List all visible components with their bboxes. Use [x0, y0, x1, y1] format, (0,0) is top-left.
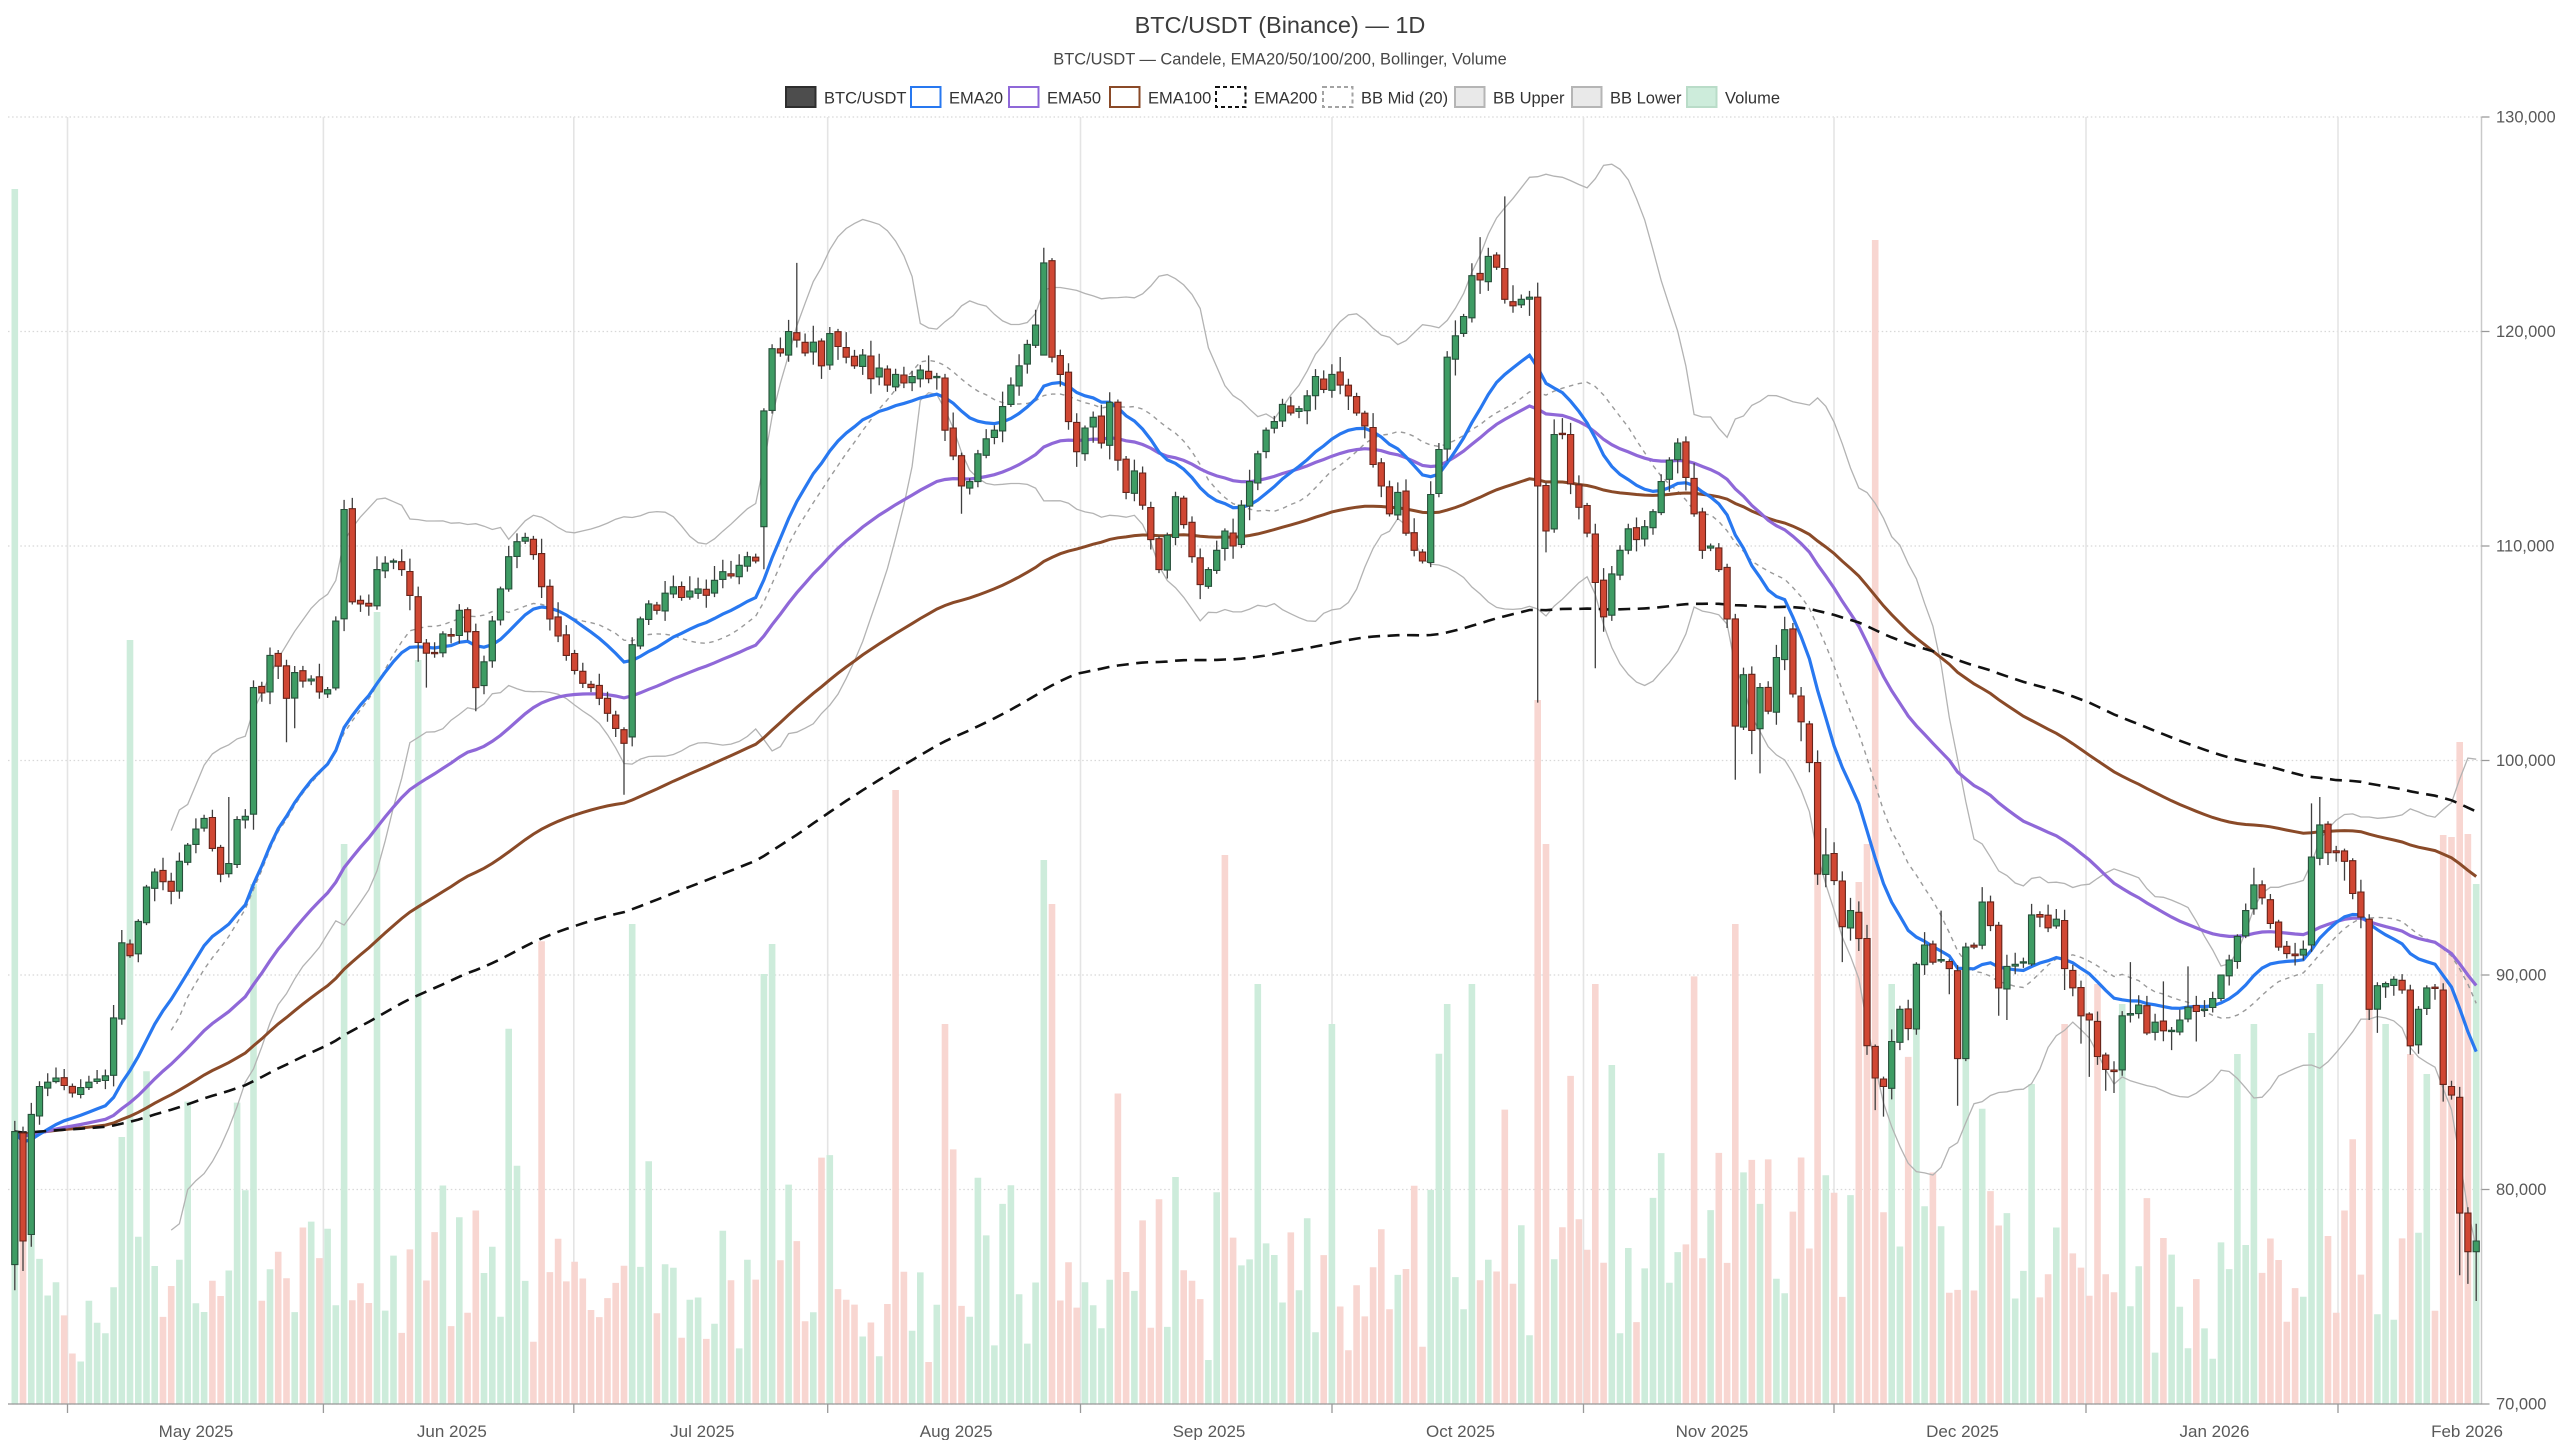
svg-text:BB Mid (20): BB Mid (20): [1361, 90, 1448, 108]
svg-text:BTC/USDT: BTC/USDT: [824, 90, 907, 108]
svg-text:Feb 2026: Feb 2026: [2431, 1422, 2503, 1440]
svg-text:Nov 2025: Nov 2025: [1676, 1422, 1749, 1440]
svg-text:BTC/USDT — Candele, EMA20/50/1: BTC/USDT — Candele, EMA20/50/100/200, Bo…: [1053, 51, 1506, 69]
svg-text:EMA20: EMA20: [949, 90, 1003, 108]
svg-text:EMA200: EMA200: [1254, 90, 1317, 108]
svg-text:90,000: 90,000: [2496, 967, 2546, 985]
svg-text:Oct 2025: Oct 2025: [1426, 1422, 1495, 1440]
svg-text:Jun 2025: Jun 2025: [417, 1422, 487, 1440]
svg-text:80,000: 80,000: [2496, 1181, 2546, 1199]
svg-text:130,000: 130,000: [2496, 109, 2556, 127]
svg-text:Aug 2025: Aug 2025: [920, 1422, 993, 1440]
svg-text:Jan 2026: Jan 2026: [2180, 1422, 2250, 1440]
svg-text:Jul 2025: Jul 2025: [670, 1422, 734, 1440]
svg-text:Sep 2025: Sep 2025: [1173, 1422, 1246, 1440]
svg-text:Dec 2025: Dec 2025: [1926, 1422, 1999, 1440]
svg-text:May 2025: May 2025: [159, 1422, 234, 1440]
svg-text:100,000: 100,000: [2496, 752, 2556, 770]
svg-text:EMA50: EMA50: [1047, 90, 1101, 108]
svg-text:EMA100: EMA100: [1148, 90, 1211, 108]
svg-text:110,000: 110,000: [2496, 538, 2554, 556]
svg-text:BTC/USDT (Binance) — 1D: BTC/USDT (Binance) — 1D: [1135, 12, 1426, 38]
svg-text:70,000: 70,000: [2496, 1396, 2546, 1414]
svg-text:120,000: 120,000: [2496, 323, 2556, 341]
svg-text:Volume: Volume: [1725, 90, 1780, 108]
svg-text:BB Lower: BB Lower: [1610, 90, 1682, 108]
svg-text:BB Upper: BB Upper: [1493, 90, 1565, 108]
